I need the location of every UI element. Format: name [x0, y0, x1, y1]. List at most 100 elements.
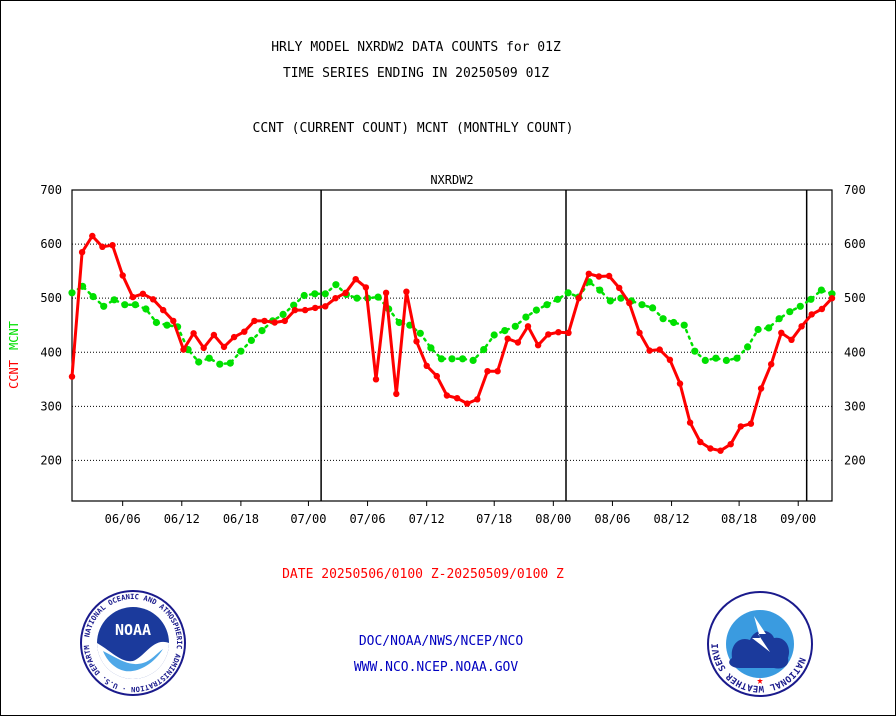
point-mcnt-55 — [649, 304, 657, 312]
point-mcnt-7 — [142, 305, 150, 313]
point-mcnt-66 — [765, 324, 773, 332]
point-ccnt-13 — [200, 344, 207, 352]
org-link[interactable]: DOC/NOAA/NWS/NCEP/NCO — [359, 634, 524, 649]
y-tick-left-500: 500 — [40, 291, 62, 305]
point-mcnt-68 — [786, 308, 794, 316]
y-tick-right-300: 300 — [844, 399, 866, 413]
point-ccnt-35 — [423, 362, 430, 369]
point-ccnt-6 — [129, 293, 136, 301]
point-ccnt-48 — [555, 329, 562, 336]
nws-logo: NATIONAL WEATHER SERVICE — [707, 591, 813, 697]
point-mcnt-4 — [110, 296, 118, 304]
x-axis: 06/06 06/12 06/18 07/00 07/06 07/12 07/18 08/00… — [105, 501, 816, 526]
point-ccnt-15 — [220, 343, 228, 351]
point-ccnt-68 — [757, 385, 765, 392]
y-tick-right-700: 700 — [844, 183, 866, 197]
point-ccnt-30 — [372, 376, 380, 383]
point-ccnt-58 — [656, 346, 663, 353]
point-ccnt-60 — [676, 380, 684, 387]
point-mcnt-42 — [511, 322, 519, 330]
x-tick-label-09/00: 09/00 — [780, 512, 816, 526]
point-ccnt-40 — [474, 396, 481, 403]
point-mcnt-6 — [131, 301, 139, 309]
point-ccnt-59 — [666, 356, 674, 363]
point-mcnt-3 — [100, 302, 108, 310]
point-ccnt-38 — [453, 395, 461, 402]
point-ccnt-14 — [210, 331, 218, 339]
point-mcnt-2 — [89, 293, 97, 301]
point-ccnt-57 — [646, 347, 653, 354]
point-ccnt-52 — [595, 273, 603, 280]
point-ccnt-41 — [484, 368, 491, 375]
point-ccnt-74 — [818, 305, 826, 313]
point-ccnt-25 — [322, 303, 329, 310]
point-mcnt-56 — [659, 315, 667, 323]
point-mcnt-69 — [796, 302, 804, 310]
point-mcnt-60 — [701, 356, 709, 364]
point-mcnt-63 — [733, 354, 741, 362]
point-ccnt-8 — [149, 296, 157, 303]
plot-area-frame — [71, 189, 833, 502]
series-line-ccnt — [70, 234, 834, 453]
point-mcnt-17 — [247, 336, 255, 344]
point-ccnt-33 — [403, 288, 410, 295]
point-ccnt-49 — [565, 329, 572, 336]
point-ccnt-32 — [393, 390, 400, 398]
point-mcnt-52 — [617, 294, 625, 302]
website-link[interactable]: WWW.NCO.NCEP.NOAA.GOV — [354, 660, 519, 675]
point-ccnt-72 — [798, 323, 805, 330]
point-mcnt-16 — [237, 347, 245, 355]
svg-text:CCNTMCNT: CCNT MCNT — [7, 321, 21, 389]
point-mcnt-50 — [596, 286, 604, 294]
y-axis-title-ccnt: CCNT — [7, 360, 21, 389]
point-mcnt-36 — [448, 355, 456, 363]
point-ccnt-5 — [119, 272, 126, 279]
point-ccnt-70 — [778, 329, 785, 336]
y-tick-left-200: 200 — [40, 453, 62, 467]
point-mcnt-51 — [606, 297, 614, 305]
point-mcnt-5 — [121, 301, 129, 309]
x-tick-label-07/00: 07/00 — [290, 512, 326, 526]
point-ccnt-54 — [616, 284, 623, 292]
chart-title-line1: HRLY MODEL NXRDW2 DATA COUNTS for 01Z — [271, 40, 561, 55]
point-ccnt-31 — [382, 289, 390, 296]
point-mcnt-47 — [564, 289, 572, 297]
y-axis-title: CCNT MCNT — [7, 321, 21, 389]
point-mcnt-61 — [712, 354, 720, 362]
day-dividers — [320, 190, 808, 501]
point-ccnt-47 — [545, 331, 552, 338]
point-ccnt-34 — [413, 338, 420, 345]
x-tick-label-08/00: 08/00 — [535, 512, 571, 526]
point-ccnt-24 — [312, 304, 319, 312]
point-mcnt-64 — [744, 343, 752, 351]
point-ccnt-22 — [291, 306, 299, 314]
point-ccnt-28 — [352, 276, 359, 283]
point-mcnt-34 — [427, 344, 435, 352]
point-ccnt-69 — [768, 361, 775, 368]
x-tick-label-08/12: 08/12 — [653, 512, 689, 526]
point-mcnt-24 — [321, 290, 329, 298]
point-ccnt-63 — [707, 445, 714, 452]
point-mcnt-59 — [691, 347, 699, 355]
point-ccnt-46 — [534, 342, 542, 349]
point-mcnt-39 — [480, 346, 488, 354]
y-tick-left-600: 600 — [40, 237, 62, 251]
x-tick-label-07/12: 07/12 — [409, 512, 445, 526]
y-tick-left-700: 700 — [40, 183, 62, 197]
point-mcnt-27 — [353, 294, 361, 302]
point-mcnt-62 — [722, 356, 731, 364]
point-ccnt-44 — [514, 339, 522, 346]
point-ccnt-39 — [464, 400, 471, 407]
point-mcnt-15 — [226, 359, 234, 367]
point-ccnt-19 — [261, 317, 268, 325]
point-mcnt-65 — [754, 325, 762, 334]
point-ccnt-37 — [443, 392, 451, 399]
point-ccnt-36 — [433, 372, 440, 380]
point-mcnt-54 — [638, 301, 646, 309]
point-ccnt-50 — [575, 295, 582, 302]
y-tick-right-500: 500 — [844, 291, 866, 305]
point-ccnt-21 — [281, 317, 288, 325]
point-ccnt-20 — [271, 319, 278, 326]
point-mcnt-20 — [279, 310, 287, 318]
point-mcnt-38 — [469, 356, 477, 364]
